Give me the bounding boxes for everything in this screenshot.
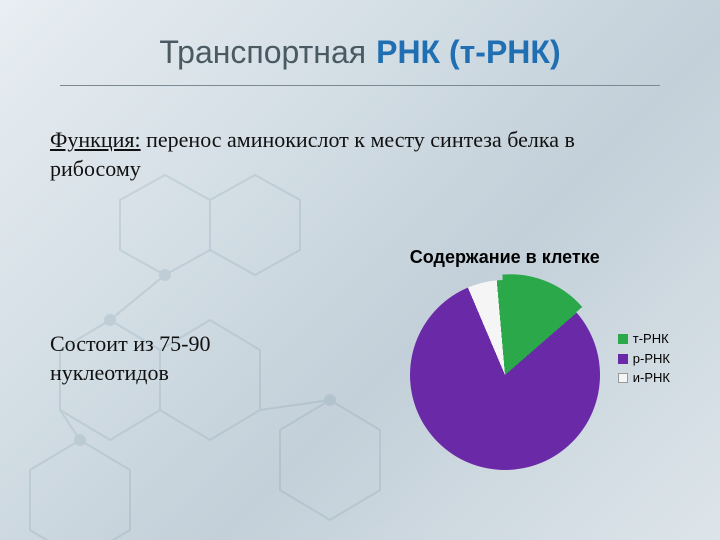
legend-label: и-РНК [633, 368, 670, 388]
legend-swatch [618, 334, 628, 344]
chart-legend: т-РНКр-РНКи-РНК [618, 329, 670, 388]
title-part2: РНК (т-РНК) [376, 34, 561, 71]
slide-title: Транспортная РНК (т-РНК) [50, 34, 670, 71]
title-part1: Транспортная [159, 34, 366, 71]
legend-label: р-РНК [633, 349, 670, 369]
legend-item: р-РНК [618, 349, 670, 369]
function-label: Функция: [50, 127, 141, 152]
legend-swatch [618, 373, 628, 383]
legend-item: т-РНК [618, 329, 670, 349]
legend-swatch [618, 354, 628, 364]
pie-chart-area: Содержание в клетке т-РНКр-РНКи-РНК [410, 247, 670, 470]
nucleotide-text: Состоит из 75-90 нуклеотидов [50, 330, 280, 387]
legend-item: и-РНК [618, 368, 670, 388]
title-divider [60, 85, 660, 86]
chart-title: Содержание в клетке [410, 247, 600, 268]
legend-label: т-РНК [633, 329, 669, 349]
pie-chart [410, 280, 600, 470]
function-text: Функция: перенос аминокислот к месту син… [50, 126, 590, 183]
